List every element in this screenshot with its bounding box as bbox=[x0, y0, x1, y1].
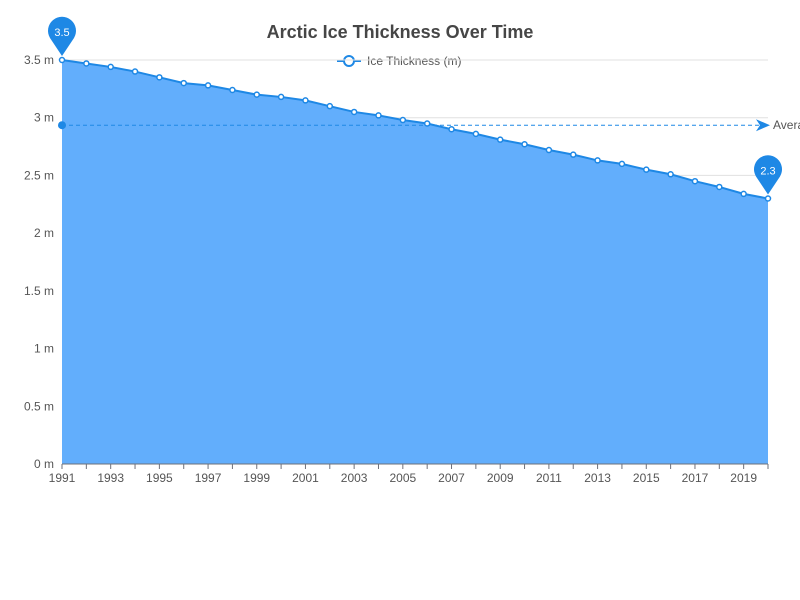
data-point[interactable] bbox=[643, 166, 650, 173]
y-tick-label: 1 m bbox=[34, 342, 54, 356]
y-tick-label: 2 m bbox=[34, 226, 54, 240]
x-tick-label: 2015 bbox=[633, 471, 660, 485]
chart-title: Arctic Ice Thickness Over Time bbox=[267, 22, 534, 42]
data-point[interactable] bbox=[350, 108, 358, 116]
data-point[interactable] bbox=[156, 74, 163, 81]
data-point[interactable] bbox=[180, 79, 187, 87]
data-point[interactable] bbox=[253, 91, 261, 98]
x-tick-label: 2001 bbox=[292, 471, 319, 485]
y-tick-label: 0.5 m bbox=[24, 399, 54, 413]
y-tick-label: 3.5 m bbox=[24, 53, 54, 67]
x-tick-label: 2003 bbox=[341, 471, 368, 485]
data-point[interactable] bbox=[83, 60, 90, 67]
y-tick-label: 2.5 m bbox=[24, 168, 54, 182]
data-point[interactable] bbox=[448, 126, 455, 133]
legend[interactable]: Ice Thickness (m) bbox=[337, 54, 461, 68]
mark-pins: 3.5 2.3 bbox=[48, 16, 783, 195]
data-point[interactable] bbox=[277, 93, 285, 101]
data-point[interactable] bbox=[131, 68, 139, 75]
x-tick-label: 1997 bbox=[195, 471, 222, 485]
x-tick-label: 2009 bbox=[487, 471, 514, 485]
data-point[interactable] bbox=[326, 102, 334, 110]
x-tick-label: 1993 bbox=[97, 471, 124, 485]
x-tick-label: 1991 bbox=[49, 471, 76, 485]
x-tick-label: 1995 bbox=[146, 471, 173, 485]
data-point[interactable] bbox=[58, 56, 66, 64]
data-point[interactable] bbox=[399, 116, 407, 124]
average-line-start-dot bbox=[58, 121, 66, 130]
data-point[interactable] bbox=[691, 177, 699, 185]
average-line-arrow bbox=[756, 119, 770, 132]
average-mark-line: Avera bbox=[58, 118, 800, 132]
y-tick-label: 3 m bbox=[34, 111, 54, 125]
data-point[interactable] bbox=[496, 136, 504, 143]
data-point[interactable] bbox=[229, 86, 236, 94]
mark-pin-label-min: 2.3 bbox=[760, 166, 775, 178]
data-point[interactable] bbox=[569, 151, 577, 158]
x-tick-label: 2013 bbox=[584, 471, 611, 485]
x-tick-label: 1999 bbox=[243, 471, 270, 485]
series-area-fill bbox=[62, 60, 768, 464]
y-tick-label: 0 m bbox=[34, 457, 54, 471]
data-point[interactable] bbox=[204, 82, 212, 89]
y-tick-label: 1.5 m bbox=[24, 284, 54, 298]
data-point[interactable] bbox=[375, 112, 382, 119]
x-tick-label: 2007 bbox=[438, 471, 465, 485]
data-point[interactable] bbox=[545, 146, 553, 154]
area-layer bbox=[61, 59, 769, 464]
data-points bbox=[58, 56, 772, 202]
data-point[interactable] bbox=[764, 195, 772, 202]
data-point[interactable] bbox=[302, 97, 309, 104]
data-point[interactable] bbox=[740, 190, 747, 198]
axes: 0 m 0.5 m 1 m 1.5 m 2 m 2.5 m 3 m 3.5 m 1991 1993… bbox=[24, 53, 769, 485]
data-point[interactable] bbox=[594, 157, 601, 164]
average-line-label: Avera bbox=[773, 118, 800, 132]
data-point[interactable] bbox=[521, 141, 528, 148]
series-line bbox=[61, 59, 769, 200]
data-point[interactable] bbox=[716, 183, 723, 191]
mark-pin-min[interactable] bbox=[754, 155, 783, 195]
mark-pin-label-max: 3.5 bbox=[54, 27, 69, 39]
data-point[interactable] bbox=[107, 63, 114, 71]
x-tick-label: 2005 bbox=[389, 471, 416, 485]
data-point[interactable] bbox=[423, 120, 431, 127]
data-point[interactable] bbox=[472, 130, 480, 138]
mark-pin-max[interactable] bbox=[48, 16, 77, 56]
legend-marker-swatch bbox=[343, 55, 355, 67]
x-tick-label: 2017 bbox=[682, 471, 709, 485]
data-point[interactable] bbox=[667, 171, 674, 178]
x-tick-label: 2019 bbox=[730, 471, 757, 485]
data-point[interactable] bbox=[618, 160, 626, 168]
x-tick-label: 2011 bbox=[536, 471, 562, 485]
legend-label: Ice Thickness (m) bbox=[367, 54, 461, 68]
